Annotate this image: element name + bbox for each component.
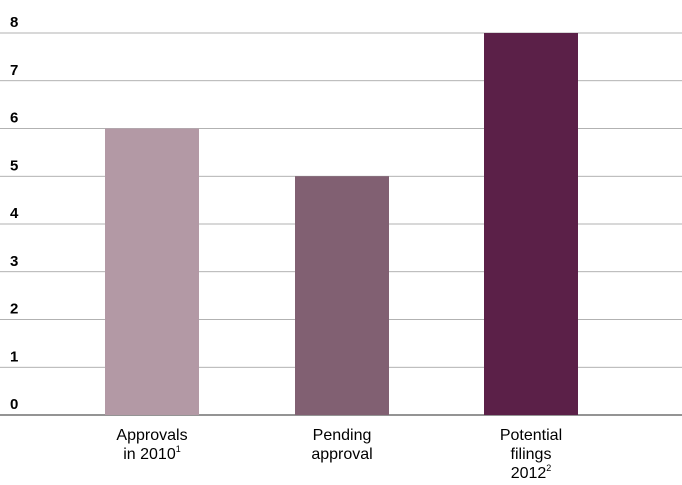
y-tick-label: 7: [10, 62, 18, 79]
x-tick-label: approval: [311, 446, 372, 463]
x-tick-label: 20122: [511, 463, 552, 482]
footnote-marker: 2: [546, 463, 551, 473]
footnote-marker: 1: [176, 444, 181, 454]
x-tick-label: Pending: [313, 427, 372, 444]
bars: [105, 33, 578, 415]
y-tick-label: 2: [10, 301, 18, 318]
y-tick-label: 5: [10, 157, 18, 174]
bar-3: [484, 33, 578, 415]
x-tick-label: in 20101: [123, 444, 181, 463]
bar-1: [105, 128, 199, 415]
y-tick-label: 0: [10, 396, 18, 413]
y-tick-label: 1: [10, 348, 18, 365]
y-tick-label: 8: [10, 14, 18, 31]
y-tick-label: 6: [10, 110, 18, 127]
y-tick-label: 3: [10, 253, 18, 270]
x-tick-label: Approvals: [116, 427, 187, 444]
x-tick-label: filings: [511, 446, 552, 463]
bar-2: [295, 176, 389, 415]
x-tick-label: Potential: [500, 427, 562, 444]
y-tick-label: 4: [10, 205, 19, 222]
y-axis-ticks: 0 1 2 3 4 5 6 7 8: [10, 14, 19, 413]
